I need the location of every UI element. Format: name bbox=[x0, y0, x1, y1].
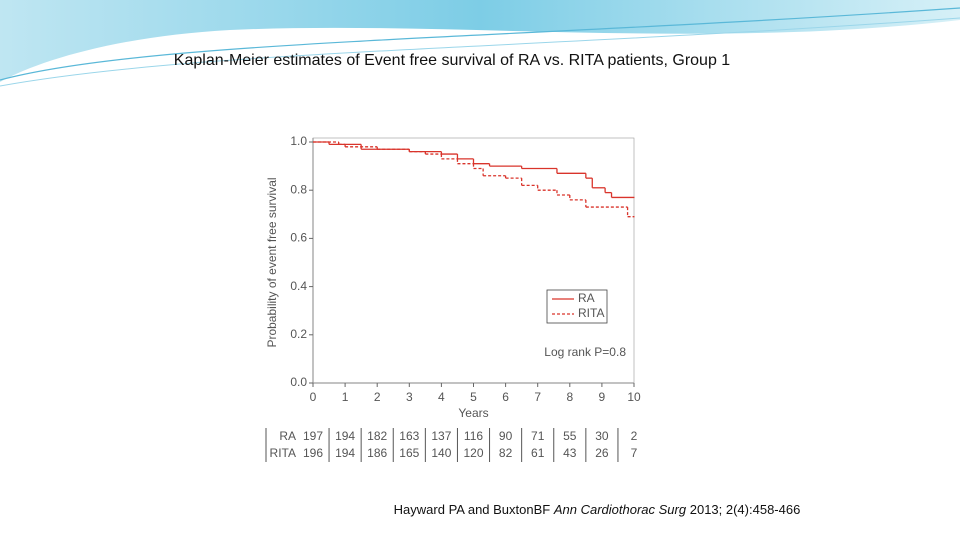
risk-count: 194 bbox=[335, 446, 355, 460]
x-tick-label: 2 bbox=[374, 390, 381, 404]
y-tick-label: 0.8 bbox=[290, 182, 307, 196]
risk-row-label: RA bbox=[279, 429, 296, 443]
risk-count: 196 bbox=[303, 446, 323, 460]
risk-count: 197 bbox=[303, 429, 323, 443]
risk-count: 2 bbox=[631, 429, 638, 443]
risk-count: 186 bbox=[367, 446, 387, 460]
y-tick-label: 0.0 bbox=[290, 375, 307, 389]
x-tick-label: 10 bbox=[627, 390, 641, 404]
risk-count: 26 bbox=[595, 446, 609, 460]
x-tick-label: 1 bbox=[342, 390, 349, 404]
legend-label: RITA bbox=[578, 306, 604, 320]
header-swoosh bbox=[0, 0, 960, 82]
x-tick-label: 4 bbox=[438, 390, 445, 404]
x-tick-label: 3 bbox=[406, 390, 413, 404]
x-tick-label: 0 bbox=[310, 390, 317, 404]
risk-count: 140 bbox=[431, 446, 451, 460]
risk-count: 82 bbox=[499, 446, 513, 460]
x-tick-label: 6 bbox=[502, 390, 509, 404]
risk-count: 137 bbox=[431, 429, 451, 443]
risk-count: 71 bbox=[531, 429, 545, 443]
legend-label: RA bbox=[578, 291, 595, 305]
citation-authors: Hayward PA and BuxtonBF bbox=[394, 502, 551, 517]
y-tick-label: 0.4 bbox=[290, 279, 307, 293]
citation: Hayward PA and BuxtonBF Ann Cardiothorac… bbox=[394, 502, 801, 517]
y-tick-label: 1.0 bbox=[290, 134, 307, 148]
risk-count: 43 bbox=[563, 446, 577, 460]
annotation: Log rank P=0.8 bbox=[544, 345, 626, 359]
x-tick-label: 7 bbox=[534, 390, 541, 404]
risk-row-label: RITA bbox=[270, 446, 296, 460]
citation-details: 2013; 2(4):458-466 bbox=[690, 502, 801, 517]
risk-count: 194 bbox=[335, 429, 355, 443]
legend-box bbox=[546, 289, 608, 324]
risk-count: 90 bbox=[499, 429, 513, 443]
x-axis-label: Years bbox=[458, 406, 488, 420]
citation-journal: Ann Cardiothorac Surg bbox=[553, 502, 687, 517]
risk-count: 55 bbox=[563, 429, 577, 443]
y-tick-label: 0.2 bbox=[290, 327, 307, 341]
swoosh-line bbox=[0, 7, 960, 81]
x-tick-label: 9 bbox=[599, 390, 606, 404]
risk-count: 182 bbox=[367, 429, 387, 443]
risk-count: 61 bbox=[531, 446, 545, 460]
risk-count: 163 bbox=[399, 429, 419, 443]
y-axis-label: Probability of event free survival bbox=[265, 177, 279, 347]
chart-panel bbox=[253, 112, 681, 470]
x-tick-label: 5 bbox=[470, 390, 477, 404]
risk-count: 7 bbox=[631, 446, 638, 460]
swoosh-line bbox=[0, 17, 960, 87]
slide-title: Kaplan-Meier estimates of Event free sur… bbox=[174, 52, 730, 69]
plot: 0.0 0.2 0.4 0.6 0.8 1.0 0 1 2 3 4 5 6 7 8 9 10 Years Proba… bbox=[265, 134, 641, 462]
risk-count: 165 bbox=[399, 446, 419, 460]
risk-count: 116 bbox=[464, 429, 483, 443]
x-tick-label: 8 bbox=[566, 390, 573, 404]
y-tick-label: 0.6 bbox=[290, 231, 307, 245]
risk-count: 30 bbox=[595, 429, 609, 443]
risk-count: 120 bbox=[463, 446, 483, 460]
